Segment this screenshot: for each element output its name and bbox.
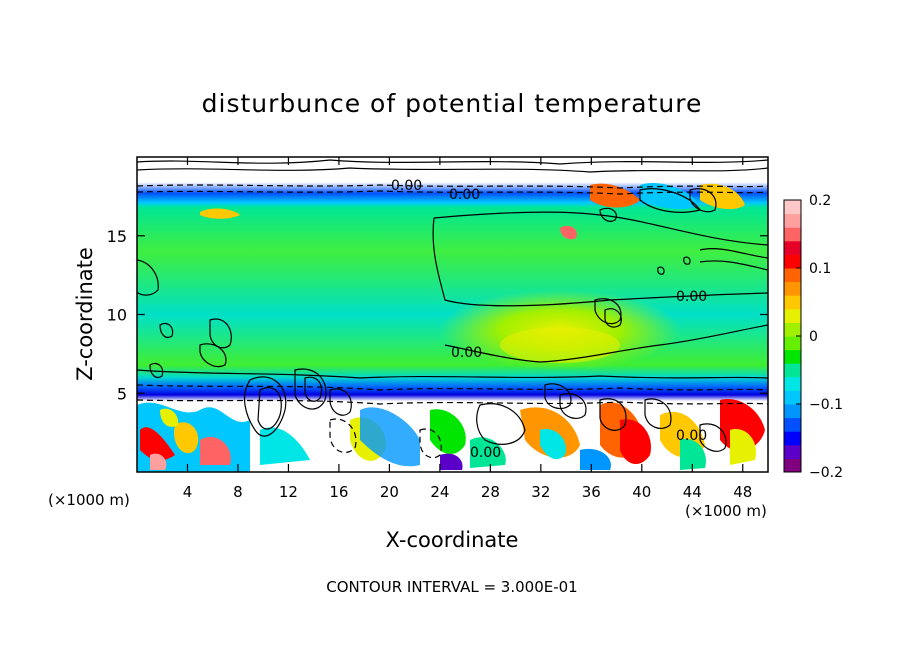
colorbar-swatch <box>784 254 801 269</box>
contour-label: 0.00 <box>451 345 482 361</box>
colorbar-swatch <box>784 200 801 215</box>
y-axis-title: Z-coordinate <box>73 247 97 381</box>
x-tick-label: 24 <box>430 483 449 501</box>
colorbar-tick-label: 0 <box>809 329 818 345</box>
warm-region-core <box>500 327 620 363</box>
y-tick-label: 5 <box>117 384 127 403</box>
colorbar: 0.2 0.1 0 −0.1 −0.2 <box>783 193 843 481</box>
colorbar-swatch <box>784 404 801 419</box>
colorbar-swatch <box>784 390 801 405</box>
colorbar-swatch <box>784 363 801 378</box>
colorbar-tick-label: 0.1 <box>809 261 831 277</box>
colorbar-swatch <box>784 227 801 242</box>
x-tick-label: 20 <box>380 483 399 501</box>
x-tick-label: 16 <box>329 483 348 501</box>
x-tick-label: 32 <box>531 483 550 501</box>
x-tick-label: 8 <box>233 483 243 501</box>
colorbar-tick-label: −0.2 <box>809 465 843 481</box>
contour-label: 0.00 <box>676 289 707 305</box>
colorbar-swatch <box>784 349 801 364</box>
chart-title: disturbunce of potential temperature <box>202 89 703 118</box>
colorbar-swatch <box>784 376 801 391</box>
contour-label: 0.00 <box>470 445 501 461</box>
x-tick-label: 40 <box>632 483 651 501</box>
colorbar-swatch <box>784 281 801 296</box>
colorbar-tick-label: −0.1 <box>809 397 843 413</box>
x-axis-title: X-coordinate <box>386 528 519 552</box>
colorbar-swatch <box>784 431 801 446</box>
y-tick-label: 10 <box>107 306 127 325</box>
colorbar-swatch <box>784 336 801 351</box>
contour-label: 0.00 <box>676 428 707 444</box>
x-tick-label: 48 <box>733 483 752 501</box>
colorbar-swatch <box>784 458 801 473</box>
contour-label: 0.00 <box>449 187 480 203</box>
colorbar-swatch <box>784 240 801 255</box>
x-tick-label: 28 <box>481 483 500 501</box>
x-tick-label: 4 <box>183 483 193 501</box>
x-tick-label: 36 <box>582 483 601 501</box>
x-unit-right: (×1000 m) <box>685 502 767 520</box>
colorbar-swatch <box>784 444 801 459</box>
colorbar-swatch <box>784 308 801 323</box>
contour-interval-note: CONTOUR INTERVAL = 3.000E-01 <box>326 578 577 596</box>
colorbar-swatch <box>784 268 801 283</box>
colorbar-tick-label: 0.2 <box>809 193 831 209</box>
contour-label: 0.00 <box>391 178 422 194</box>
contour-lines <box>137 159 768 459</box>
upper-turbulence <box>200 182 745 240</box>
colorbar-swatch <box>784 322 801 337</box>
colorbar-swatch <box>784 295 801 310</box>
x-tick-label: 12 <box>279 483 298 501</box>
plot-field: 0.00 0.00 0.00 0.00 0.00 0.00 <box>137 157 768 472</box>
colorbar-swatch <box>784 213 801 228</box>
x-tick-label: 44 <box>683 483 702 501</box>
x-unit-left: (×1000 m) <box>48 491 130 509</box>
colorbar-swatch <box>784 417 801 432</box>
lower-turbulence <box>137 399 765 472</box>
y-tick-label: 15 <box>107 227 127 246</box>
